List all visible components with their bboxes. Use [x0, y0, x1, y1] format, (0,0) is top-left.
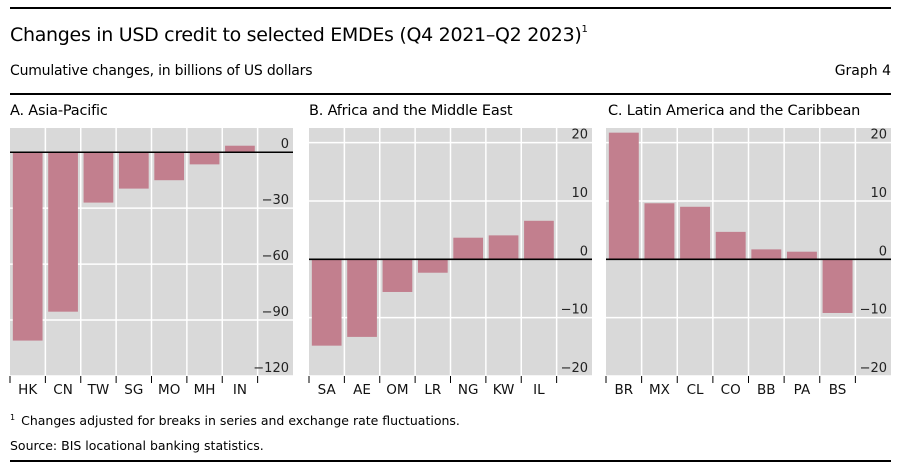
bar-mh: [189, 152, 220, 165]
x-category-label: IN: [233, 382, 247, 398]
x-category-label: SG: [124, 382, 143, 398]
bar-sa: [311, 259, 342, 346]
bar-cl: [680, 206, 711, 260]
footnote: 1 Changes adjusted for breaks in series a…: [10, 413, 460, 428]
bar-co: [715, 231, 746, 260]
x-category-label: AE: [353, 382, 371, 398]
bar-om: [382, 259, 413, 292]
bar-bb: [751, 249, 782, 260]
y-tick-label: −10: [860, 303, 887, 318]
y-tick-label: 20: [571, 128, 588, 143]
footnote-marker: 1: [10, 413, 16, 422]
panel-c-chart: 20 10 0 −10 −20 BR MX CL CO BB PA BS: [605, 128, 891, 398]
bar-pa: [786, 251, 817, 260]
bar-kw: [488, 235, 519, 260]
panel-b-chart: 20 10 0 −10 −20 SA AE OM LR NG KW IL: [308, 128, 592, 398]
y-tick-label: −20: [860, 361, 887, 376]
y-tick-label: −60: [262, 249, 289, 264]
bar-ae: [347, 259, 377, 337]
x-category-label: OM: [386, 382, 408, 398]
x-category-label: HK: [18, 382, 38, 398]
title-footnote-marker: 1: [581, 24, 588, 35]
y-tick-label: 20: [870, 128, 887, 143]
chart-subtitle: Cumulative changes, in billions of US do…: [10, 63, 313, 79]
x-category-label: BS: [829, 382, 847, 398]
bar-in: [225, 145, 255, 153]
y-tick-label: −20: [561, 361, 588, 376]
y-tick-label: −90: [262, 305, 289, 320]
bar-tw: [83, 152, 114, 203]
footnote-text: Changes adjusted for breaks in series an…: [21, 413, 460, 428]
x-category-label: SA: [318, 382, 337, 398]
bar-sg: [118, 152, 149, 189]
bar-cn: [48, 152, 78, 312]
x-category-label: TW: [87, 382, 110, 398]
header-rule: [10, 93, 891, 95]
x-category-label: KW: [493, 382, 515, 398]
x-category-label: MH: [194, 382, 216, 398]
x-category-label: MX: [649, 382, 670, 398]
x-category-label: NG: [458, 382, 479, 398]
bar-mo: [154, 152, 185, 181]
bar-lr: [417, 259, 448, 273]
x-category-label: LR: [424, 382, 441, 398]
chart-title: Changes in USD credit to selected EMDEs …: [10, 24, 588, 46]
x-category-label: CO: [721, 382, 741, 398]
panel-a-chart: 0 −30 −60 −90 −120 HK CN TW SG MO MH IN: [9, 128, 293, 398]
bar-br: [608, 132, 639, 260]
bottom-rule: [10, 460, 891, 462]
source-note: Source: BIS locational banking statistic…: [10, 438, 264, 453]
bar-ng: [453, 237, 484, 260]
y-tick-label: 10: [870, 186, 887, 201]
graph-number: Graph 4: [834, 63, 891, 79]
x-category-label: PA: [794, 382, 811, 398]
x-category-label: BB: [757, 382, 776, 398]
x-category-label: IL: [533, 382, 545, 398]
bar-il: [524, 220, 554, 260]
y-tick-label: 0: [580, 244, 588, 259]
y-tick-label: −30: [262, 193, 289, 208]
panel-b-title: B. Africa and the Middle East: [309, 103, 513, 119]
y-tick-label: 10: [571, 186, 588, 201]
y-tick-label: 0: [879, 244, 887, 259]
bar-mx: [644, 203, 675, 260]
panel-a-title: A. Asia-Pacific: [10, 103, 108, 119]
panel-c-title: C. Latin America and the Caribbean: [608, 103, 861, 119]
x-category-label: BR: [614, 382, 633, 398]
bar-hk: [12, 152, 43, 341]
bar-bs: [822, 259, 853, 313]
x-category-label: CL: [687, 382, 704, 398]
y-tick-label: 0: [281, 137, 289, 152]
x-category-label: CN: [53, 382, 73, 398]
y-tick-label: −120: [253, 361, 289, 376]
top-rule: [10, 7, 891, 9]
y-tick-label: −10: [561, 303, 588, 318]
x-category-label: MO: [158, 382, 180, 398]
